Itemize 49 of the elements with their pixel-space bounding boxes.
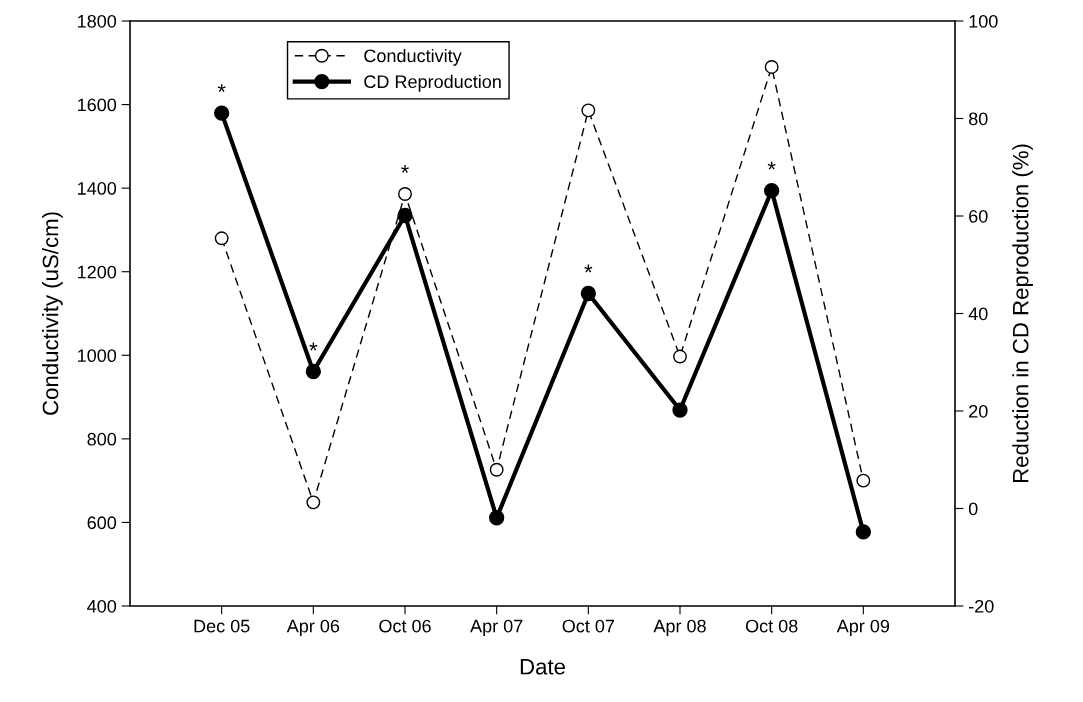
y-tick-label: 1200 (78, 265, 117, 279)
point (855, 524, 871, 540)
x-tick-label: Oct 06 (379, 619, 431, 633)
y2-tick-label: -20 (969, 599, 994, 613)
y-tick-label: 1400 (78, 182, 117, 195)
point (672, 402, 688, 418)
y2-tick-label: 60 (969, 209, 988, 223)
point (214, 231, 229, 246)
y-tick-label: 800 (87, 432, 117, 446)
x-tick-label: Oct 07 (562, 619, 615, 633)
y-tick-label: 400 (87, 599, 117, 613)
point (581, 103, 596, 118)
x-axis-title: Date (520, 659, 565, 675)
x-tick-label: Apr 07 (470, 619, 523, 637)
legend-label: CD Reproduction (364, 74, 501, 92)
y2-tick-label: 80 (968, 112, 988, 126)
point (398, 187, 412, 201)
y2-tick-label: 0 (968, 502, 978, 516)
data-label: * (584, 264, 593, 273)
x-tick-label: Apr 08 (653, 619, 706, 637)
x-tick-label: Oct 08 (745, 619, 798, 633)
data-label: * (401, 165, 409, 173)
point (397, 207, 413, 224)
point (764, 183, 780, 199)
point (856, 473, 871, 488)
point (489, 510, 505, 526)
data-label: * (217, 84, 226, 93)
point (764, 60, 779, 74)
y-tick-label: 600 (87, 516, 117, 530)
y2-tick-label: 20 (969, 404, 988, 418)
point (306, 495, 321, 510)
point (580, 285, 596, 302)
x-tick-label: Dec 05 (194, 619, 250, 633)
y2-axis-title: Reduction in CD Reproduction (%) (1012, 144, 1033, 483)
y2-tick-label: 40 (968, 307, 988, 321)
point (673, 349, 687, 364)
data-label: * (767, 161, 776, 170)
point (305, 363, 321, 380)
x-tick-label: Apr 09 (836, 619, 890, 637)
legend-label: Conductivity (364, 48, 462, 66)
y-axis-title: Conductivity (uS/cm) (42, 212, 63, 415)
y-tick-label: 1000 (78, 349, 117, 363)
y2-tick-label: 100 (969, 14, 998, 28)
point (489, 462, 504, 477)
point (214, 105, 230, 121)
x-tick-label: Apr 06 (286, 619, 340, 637)
data-label: * (309, 342, 318, 351)
y-tick-label: 1600 (78, 98, 117, 112)
y-tick-label: 1800 (78, 14, 117, 28)
